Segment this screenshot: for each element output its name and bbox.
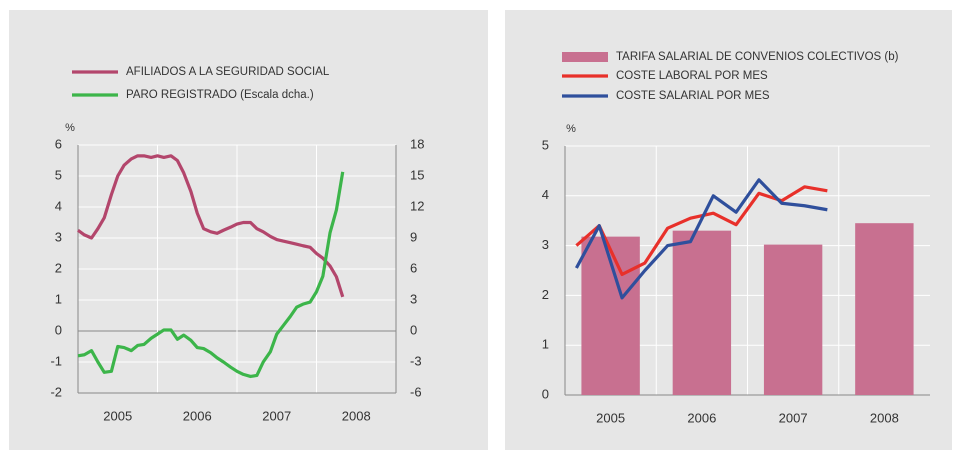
legend-label: TARIFA SALARIAL DE CONVENIOS COLECTIVOS … bbox=[616, 51, 899, 63]
x-tick-label: 2005 bbox=[103, 408, 132, 423]
y-tick-label: 5 bbox=[55, 167, 62, 182]
data-line bbox=[77, 171, 345, 379]
y2-tick-label: 18 bbox=[410, 136, 424, 151]
legend-label: AFILIADOS A LA SEGURIDAD SOCIAL bbox=[126, 66, 330, 78]
data-line bbox=[77, 154, 345, 298]
y-axis-unit: % bbox=[65, 122, 75, 134]
y-tick-label: 3 bbox=[542, 237, 549, 252]
y-tick-label: 4 bbox=[542, 187, 549, 202]
legend-label: PARO REGISTRADO (Escala dcha.) bbox=[126, 89, 314, 101]
y-tick-label: 0 bbox=[55, 322, 62, 337]
y-axis-unit: % bbox=[566, 123, 576, 135]
y-tick-label: 5 bbox=[542, 137, 549, 152]
bar bbox=[672, 230, 732, 395]
y-tick-label: 4 bbox=[55, 198, 62, 213]
y2-tick-label: 3 bbox=[410, 291, 417, 306]
y2-tick-label: 12 bbox=[410, 198, 424, 213]
x-tick-label: 2008 bbox=[342, 408, 371, 423]
y-tick-label: 2 bbox=[542, 287, 549, 302]
legend-label: COSTE SALARIAL POR MES bbox=[616, 90, 770, 102]
x-tick-label: 2008 bbox=[870, 410, 899, 425]
x-tick-label: 2005 bbox=[596, 410, 625, 425]
legend-label: COSTE LABORAL POR MES bbox=[616, 70, 768, 82]
y-tick-label: 6 bbox=[55, 136, 62, 151]
x-tick-label: 2006 bbox=[183, 408, 212, 423]
x-tick-label: 2007 bbox=[779, 410, 808, 425]
bar bbox=[855, 223, 914, 395]
x-tick-label: 2006 bbox=[687, 410, 716, 425]
y-tick-label: -2 bbox=[50, 384, 62, 399]
y-tick-label: 1 bbox=[55, 291, 62, 306]
y2-tick-label: 6 bbox=[410, 260, 417, 275]
y2-tick-label: -6 bbox=[410, 384, 422, 399]
x-tick-label: 2007 bbox=[262, 408, 291, 423]
y-tick-label: 3 bbox=[55, 229, 62, 244]
data-line bbox=[574, 178, 828, 300]
y2-tick-label: 0 bbox=[410, 322, 417, 337]
y2-tick-label: 15 bbox=[410, 167, 424, 182]
y-tick-label: 0 bbox=[542, 386, 549, 401]
y-tick-label: 2 bbox=[55, 260, 62, 275]
y2-tick-label: -3 bbox=[410, 353, 422, 368]
y-tick-label: -1 bbox=[50, 353, 62, 368]
legend-swatch bbox=[562, 52, 608, 62]
bar bbox=[763, 244, 823, 395]
y-tick-label: 1 bbox=[542, 337, 549, 352]
y2-tick-label: 9 bbox=[410, 229, 417, 244]
